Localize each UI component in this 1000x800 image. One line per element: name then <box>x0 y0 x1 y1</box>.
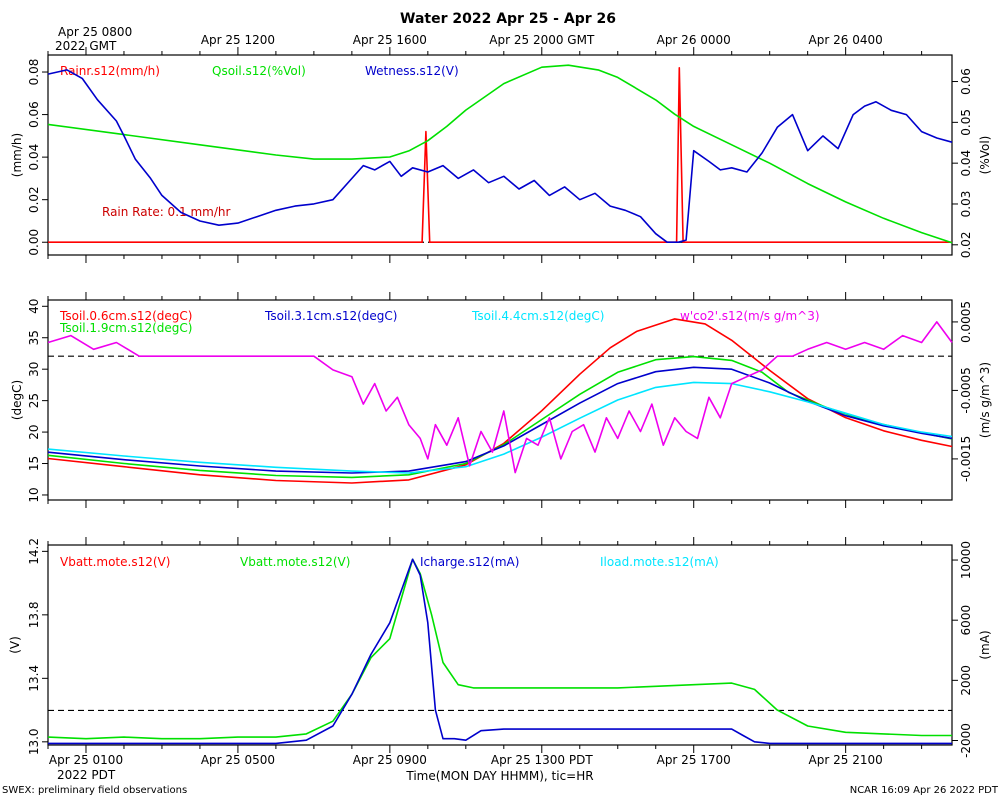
y-left-tick-label: 0.08 <box>27 59 41 86</box>
y-right-label: (m/s g/m^3) <box>978 362 992 438</box>
y-left-label: (mm/h) <box>10 133 24 177</box>
y-right-tick-label: 0.03 <box>959 191 973 218</box>
gmt-tick-label: Apr 25 1200 <box>201 33 275 47</box>
panel-legend-wco2: w'co2'.s12(m/s g/m^3) <box>680 309 820 323</box>
y-left-tick-label: 14.2 <box>27 538 41 565</box>
panel-legend-rain: Rainr.s12(mm/h) <box>60 64 160 78</box>
y-left-tick-label: 0.00 <box>27 229 41 256</box>
pdt-tick-label: Apr 25 1700 <box>657 753 731 767</box>
soil-temp-panel: Tsoil.0.6cm.s12(degC) Tsoil.1.9cm.s12(de… <box>10 292 992 508</box>
gmt-tick-label: Apr 25 0800 <box>58 25 132 39</box>
panel-legend-tsoil-06: Tsoil.0.6cm.s12(degC) <box>59 309 193 323</box>
y-right-tick-label: 6000 <box>959 605 973 636</box>
gmt-year-label: 2022 GMT <box>55 39 117 53</box>
pdt-tick-label: Apr 25 0500 <box>201 753 275 767</box>
panel-legend-wetness: Wetness.s12(V) <box>365 64 459 78</box>
y-right-tick-label: 2000 <box>959 665 973 696</box>
series-line-1 <box>47 64 953 244</box>
panel-legend-tsoil-31: Tsoil.3.1cm.s12(degC) <box>264 309 398 323</box>
footer-left: SWEX: preliminary field observations <box>2 785 187 796</box>
panel-frame <box>47 544 953 746</box>
pdt-time-axis: 2022 PDT Apr 25 0100 Apr 25 0500 Apr 25 09… <box>49 753 883 782</box>
gmt-tick-label: Apr 26 0400 <box>809 33 883 47</box>
series-line-1 <box>47 355 953 479</box>
y-right-tick-label: 0.05 <box>959 109 973 136</box>
panel-frame <box>47 54 953 256</box>
y-left-label: (degC) <box>10 380 24 420</box>
y-left-label: (V) <box>8 636 22 654</box>
y-left-tick-label: 20 <box>27 424 41 439</box>
y-left-tick-label: 13.4 <box>27 665 41 692</box>
y-right-tick-label: 0.06 <box>959 68 973 95</box>
panel-legend-iload: Iload.mote.s12(mA) <box>600 555 719 569</box>
pdt-tick-label: Apr 25 0900 <box>353 753 427 767</box>
series-line-1 <box>47 558 952 740</box>
y-right-tick-label: 0.02 <box>959 231 973 258</box>
panel-legend-tsoil-19: Tsoil.1.9cm.s12(degC) <box>59 321 193 335</box>
panel-legend-icharge: Icharge.s12(mA) <box>420 555 519 569</box>
chart-title: Water 2022 Apr 25 - Apr 26 <box>400 11 616 27</box>
rain-soil-panel: Rainr.s12(mm/h) Qsoil.s12(%Vol) Wetness.… <box>10 47 992 263</box>
rain-rate-annotation: Rain Rate: 0.1 mm/hr <box>102 205 230 219</box>
series-line-2 <box>47 366 953 474</box>
y-right-tick-label: 10000 <box>959 541 973 579</box>
pdt-tick-label: Apr 25 0100 <box>49 753 123 767</box>
panel-legend-tsoil-44: Tsoil.4.4cm.s12(degC) <box>471 309 605 323</box>
y-right-label: (mA) <box>978 630 992 659</box>
y-left-tick-label: 10 <box>27 487 41 502</box>
gmt-tick-label: Apr 26 0000 <box>657 33 731 47</box>
x-axis-label: Time(MON DAY HHMM), tic=HR <box>405 769 593 783</box>
pdt-year-label: 2022 PDT <box>57 768 116 782</box>
y-right-tick-label: 0.04 <box>959 150 973 177</box>
y-left-tick-label: 25 <box>27 393 41 408</box>
footer-right: NCAR 16:09 Apr 26 2022 PDT <box>850 785 999 796</box>
series-line-2 <box>47 69 953 243</box>
gmt-tick-label: Apr 25 2000 GMT <box>489 33 595 47</box>
y-right-tick-label: -2000 <box>959 723 973 758</box>
series-line-3 <box>47 381 953 474</box>
y-left-tick-label: 0.06 <box>27 101 41 128</box>
pdt-tick-label: Apr 25 1300 PDT <box>491 753 593 767</box>
power-panel: Vbatt.mote.s12(V) Vbatt.mote.s12(V) Icha… <box>8 537 992 758</box>
pdt-tick-label: Apr 25 2100 <box>809 753 883 767</box>
y-right-tick-label: -0.0015 <box>959 436 973 482</box>
panel-legend-vbatt-green: Vbatt.mote.s12(V) <box>240 555 350 569</box>
y-left-tick-label: 13.8 <box>27 601 41 628</box>
y-left-tick-label: 35 <box>27 330 41 345</box>
panel-frame <box>47 299 953 501</box>
y-left-tick-label: 0.04 <box>27 144 41 171</box>
y-left-tick-label: 30 <box>27 362 41 377</box>
gmt-tick-label: Apr 25 1600 <box>353 33 427 47</box>
y-right-label: (%Vol) <box>978 136 992 175</box>
y-left-tick-label: 13.0 <box>27 728 41 755</box>
y-left-tick-label: 15 <box>27 456 41 471</box>
series-line-2 <box>48 558 952 745</box>
y-right-tick-label: 0.0005 <box>959 301 973 343</box>
series-line-4 <box>47 321 953 474</box>
panel-legend-vbatt-red: Vbatt.mote.s12(V) <box>60 555 170 569</box>
y-left-tick-label: 40 <box>27 299 41 314</box>
series-line-0 <box>47 318 953 484</box>
y-right-tick-label: -0.0005 <box>959 367 973 413</box>
panel-legend-qsoil: Qsoil.s12(%Vol) <box>212 64 306 78</box>
gmt-time-axis: 2022 GMT Apr 25 0800 Apr 25 1200 Apr 25 16… <box>55 25 883 53</box>
y-left-tick-label: 0.02 <box>27 186 41 213</box>
